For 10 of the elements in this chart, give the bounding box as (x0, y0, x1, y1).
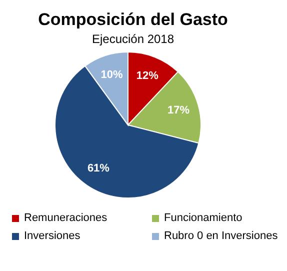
data-label: 61% (87, 162, 110, 174)
chart-subtitle: Ejecución 2018 (90, 32, 176, 46)
data-label: 17% (167, 104, 190, 116)
data-label: 10% (100, 69, 123, 82)
legend-label: Rubro 0 en Inversiones (164, 230, 278, 242)
data-label: 12% (136, 70, 159, 82)
legend-label: Funcionamiento (164, 212, 242, 224)
legend-label: Inversiones (24, 230, 80, 242)
legend-label: Remuneraciones (24, 212, 108, 224)
chart-title: Composición del Gasto (37, 9, 229, 30)
